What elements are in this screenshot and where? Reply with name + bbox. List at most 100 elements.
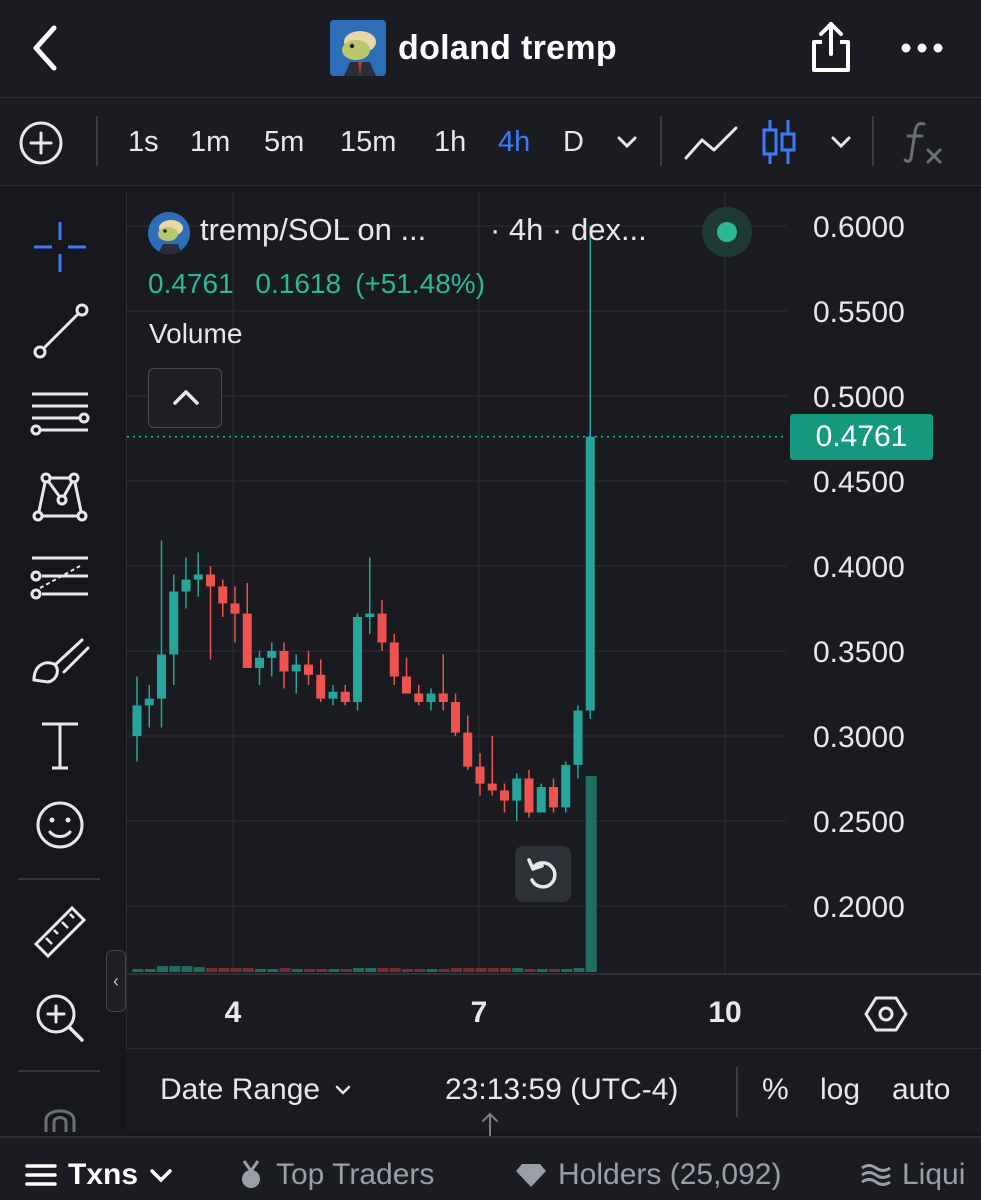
y-tick-label: 0.3500 [813,636,905,669]
share-button[interactable] [806,18,856,78]
volume-bar [512,968,524,972]
candle-body [340,691,350,702]
candle-body [316,674,326,699]
waves-icon [861,1164,891,1186]
candle-body [206,574,215,587]
volume-bar [279,968,291,972]
crosshair-tool[interactable] [22,212,98,282]
pattern-tool[interactable] [22,460,98,530]
volume-bar [340,969,352,972]
interval-5m[interactable]: 5m [264,126,305,158]
tab-top-traders[interactable]: Top Traders [236,1158,434,1192]
toolbar-divider [18,1070,100,1072]
volume-bar [402,969,413,972]
chart-settings-button[interactable] [862,990,910,1038]
emoji-tool[interactable] [22,790,98,860]
plus-circle-icon [19,121,63,165]
candle-body [242,613,252,668]
y-tick-label: 0.4500 [813,466,905,499]
x-tick-label: 10 [708,996,741,1029]
legend-symbol[interactable]: tremp/SOL on ... [200,212,427,247]
tab-holders[interactable]: Holders (25,092) [514,1158,781,1192]
chart-toolbar: 1s 1m 5m 15m 1h 4h D [0,98,981,186]
candle-body [585,436,595,711]
y-tick-label: 0.5000 [813,381,905,414]
volume-bar [536,969,548,972]
volume-bar [193,967,205,972]
reset-chart-button[interactable] [515,846,571,902]
toolbar-collapse-handle[interactable]: ‹ [106,950,126,1012]
back-button[interactable] [22,18,66,78]
diamond-icon [516,1164,546,1187]
tab-liquidity[interactable]: Liqui [860,1158,965,1192]
brush-tool[interactable] [22,626,98,696]
volume-bar [230,968,242,972]
timezone-clock[interactable]: 23:13:59 (UTC-4) [445,1073,679,1106]
indicators-button[interactable] [900,116,948,168]
interval-d[interactable]: D [563,126,584,158]
add-indicator-button[interactable] [18,120,64,166]
candle-body [402,676,411,694]
chart-type-dropdown[interactable] [826,124,856,160]
y-tick-label: 0.6000 [813,211,905,244]
interval-1s[interactable]: 1s [128,126,159,158]
magnet-tool[interactable] [22,1090,98,1132]
candle-body [144,698,154,706]
list-icon [25,1164,57,1186]
volume-bar [377,968,389,972]
candle-body [463,732,473,767]
candlestick-icon [762,120,796,164]
text-tool[interactable] [22,710,98,780]
candlestick-chart-button[interactable] [760,116,800,168]
candlestick-chart[interactable]: 0.6000 0.5500 0.5000 0.4500 0.4000 0.3500 0.30… [127,192,981,1048]
candle-body [438,693,448,702]
legend-change: 0.1618 [255,268,342,299]
collapse-legend-button[interactable] [148,368,222,428]
chevron-down-icon [831,136,851,149]
volume-bar [255,969,266,972]
measure-tool[interactable] [22,898,98,968]
candle-body [181,579,191,592]
auto-scale-toggle[interactable]: auto [892,1073,951,1106]
share-icon [812,22,850,72]
candle-body [218,586,228,604]
forecast-tool[interactable] [22,542,98,612]
interval-1m[interactable]: 1m [190,126,231,158]
more-options-button[interactable] [896,28,948,68]
candle-body [255,657,264,668]
log-scale-toggle[interactable]: log [820,1073,861,1106]
last-price-tag: 0.4761 [790,414,933,460]
interval-dropdown[interactable] [612,124,642,160]
fib-retracement-tool[interactable] [22,378,98,448]
toolbar-divider [18,878,100,880]
zoom-in-tool[interactable] [22,982,98,1052]
rotate-ccw-icon [527,858,557,889]
zoom-in-icon [36,994,84,1042]
volume-bar [144,969,156,972]
interval-4h[interactable]: 4h [498,126,531,158]
bottom-divider [736,1067,738,1117]
tab-txns[interactable]: Txns [24,1158,174,1192]
date-range-button[interactable]: Date Range [160,1073,354,1107]
candle-body [426,693,436,702]
chart-bottom-bar: Date Range 23:13:59 (UTC-4) % log auto [126,1048,981,1132]
tab-txns-label: Txns [68,1158,139,1191]
chart-panel[interactable]: 0.6000 0.5500 0.5000 0.4500 0.4000 0.3500 0.30… [126,192,981,1132]
token-avatar [330,20,386,76]
volume-bar [463,968,475,972]
trend-line-tool[interactable] [22,296,98,366]
percent-scale-toggle[interactable]: % [762,1073,789,1106]
interval-1h[interactable]: 1h [434,126,467,158]
date-range-label: Date Range [160,1073,321,1106]
chevron-down-icon [617,136,637,149]
tab-holders-label: Holders (25,092) [558,1158,782,1191]
ruler-icon [33,905,87,959]
magnet-icon [44,1109,76,1132]
candle-body [279,651,289,672]
interval-15m[interactable]: 15m [340,126,397,158]
volume-bar [316,969,328,972]
volume-bar [573,968,585,972]
line-chart-button[interactable] [682,120,740,166]
candle-body [267,651,277,658]
volume-bar [438,969,450,972]
